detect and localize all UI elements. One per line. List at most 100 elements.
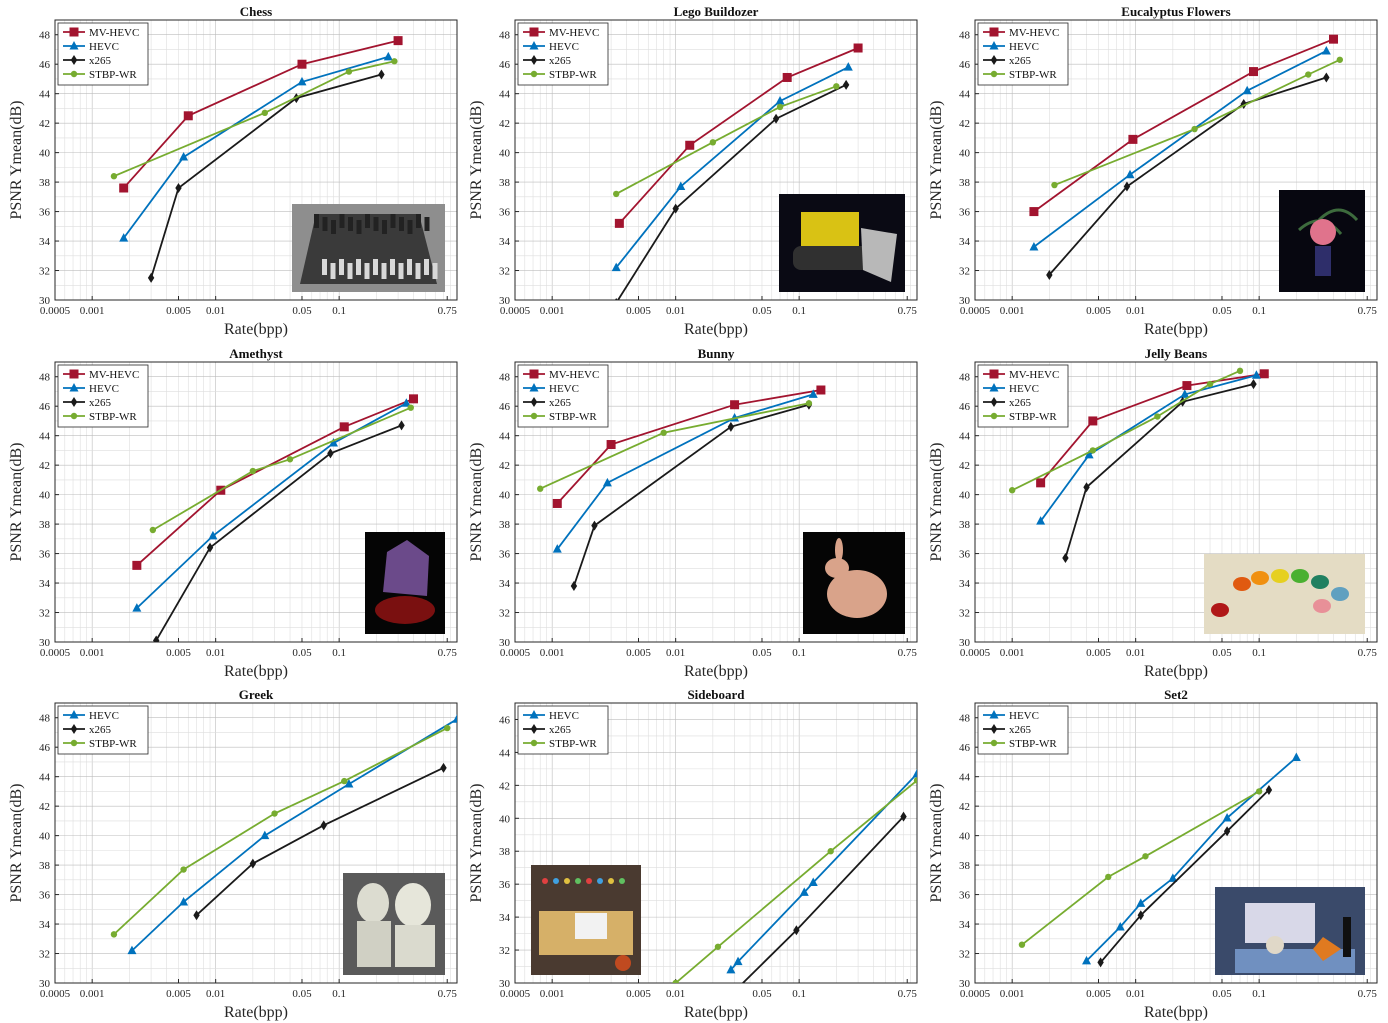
legend-marker-mv-hevc [530,28,539,37]
y-tick-label: 30 [959,295,971,307]
data-point-stbp-wr [262,110,268,116]
legend: MV-HEVCHEVCx265STBP-WR [58,365,148,427]
lego-bulldozer-photo [779,194,905,292]
data-point-mv-hevc [615,219,624,228]
data-point-mv-hevc [1128,135,1137,144]
data-point-mv-hevc [730,400,739,409]
legend-label-stbp-wr: STBP-WR [1009,411,1057,423]
x-tick-label: 0.05 [292,647,312,659]
y-tick-label: 48 [959,372,971,384]
chart-title: Set2 [1164,687,1188,702]
legend-label-mv-hevc: MV-HEVC [549,27,599,39]
x-axis-label: Rate(bpp) [1144,321,1208,338]
x-tick-label: 0.05 [292,988,312,1000]
x-tick-label: 0.001 [540,305,565,317]
x-tick-label: 0.75 [898,647,918,659]
chart-jelly-beans: 0.0005 0.001 0.005 0.01 0.05 0.1 0.75303234363… [928,346,1377,680]
chart-amethyst: 0.0005 0.001 0.005 0.01 0.05 0.1 0.75303234363… [8,346,457,680]
chart-sideboard: 0.0005 0.001 0.005 0.01 0.05 0.1 0.75303234363… [468,687,922,1021]
x-tick-label: 0.1 [332,647,346,659]
y-axis-label: PSNR Ymean(dB) [8,784,25,903]
y-tick-label: 34 [959,919,971,931]
data-point-stbp-wr [613,191,619,197]
y-tick-label: 36 [499,207,511,219]
legend-label-x265: x265 [89,55,112,67]
data-point-mv-hevc [1029,207,1038,216]
x-axis-label: Rate(bpp) [1144,1004,1208,1021]
x-tick-label: 0.005 [1086,647,1111,659]
chess-piece [365,263,370,279]
y-axis-label: PSNR Ymean(dB) [468,101,485,220]
chart-eucalyptus-flowers: 0.0005 0.001 0.005 0.01 0.05 0.1 0.75303234363… [928,4,1377,338]
y-tick-label: 32 [959,266,970,278]
set2-still-life-photo [1215,887,1365,975]
legend-label-stbp-wr: STBP-WR [89,738,137,750]
y-axis-label: PSNR Ymean(dB) [8,101,25,220]
y-tick-label: 38 [499,846,511,858]
data-point-mv-hevc [685,141,694,150]
x-tick-label: 0.05 [1212,988,1232,1000]
data-point-x265 [731,986,737,996]
jelly-bean [1311,575,1329,589]
legend-marker-mv-hevc [70,370,79,379]
x-tick-label: 0.005 [166,988,191,1000]
data-point-stbp-wr [1090,447,1096,453]
x-tick-label: 0.75 [1358,647,1378,659]
x-tick-label: 0.01 [206,988,225,1000]
chart-title: Bunny [698,346,735,361]
chess-board-photo [292,204,445,292]
chart-chess: 0.0005 0.001 0.005 0.01 0.05 0.1 0.75303234363… [8,4,457,338]
x-tick-label: 0.1 [332,305,346,317]
legend: MV-HEVCHEVCx265STBP-WR [58,23,148,85]
legend-label-hevc: HEVC [549,383,579,395]
y-tick-label: 48 [499,372,511,384]
bunny-head [825,558,849,578]
data-point-stbp-wr [391,58,397,64]
y-tick-label: 46 [959,401,971,413]
y-tick-label: 38 [39,519,51,531]
data-point-mv-hevc [783,73,792,82]
x-tick-label: 0.001 [540,988,565,1000]
x-tick-label: 0.005 [626,988,651,1000]
x-tick-label: 0.1 [1252,647,1266,659]
data-point-stbp-wr [111,931,117,937]
chart-greek: 0.0005 0.001 0.005 0.01 0.05 0.1 0.75303234363… [8,687,462,1021]
y-tick-label: 38 [39,177,51,189]
x-axis-label: Rate(bpp) [224,663,288,680]
x-tick-label: 0.01 [1126,647,1145,659]
data-point-mv-hevc [394,36,403,45]
x-tick-label: 0.001 [80,988,105,1000]
y-tick-label: 40 [39,490,51,502]
y-tick-label: 32 [39,949,50,961]
y-tick-label: 34 [39,236,51,248]
data-point-mv-hevc [553,499,562,508]
data-point-stbp-wr [444,725,450,731]
x-tick-label: 0.1 [332,988,346,1000]
y-tick-label: 36 [39,549,51,561]
y-tick-label: 42 [39,460,50,472]
jelly-bean [1251,571,1269,585]
y-tick-label: 32 [499,945,510,957]
x-tick-label: 0.1 [792,305,806,317]
data-point-stbp-wr [341,778,347,784]
chess-piece [382,263,387,279]
x-tick-label: 0.005 [1086,305,1111,317]
y-tick-label: 38 [959,519,971,531]
y-tick-label: 34 [499,578,511,590]
data-point-stbp-wr [660,430,666,436]
data-point-mv-hevc [1088,416,1097,425]
legend-label-stbp-wr: STBP-WR [1009,738,1057,750]
data-point-mv-hevc [409,394,418,403]
y-tick-label: 40 [499,813,511,825]
y-tick-label: 46 [39,401,51,413]
data-point-mv-hevc [184,111,193,120]
greek-busts-photo [343,873,445,975]
legend-label-mv-hevc: MV-HEVC [89,27,139,39]
x-tick-label: 0.001 [80,305,105,317]
legend-label-x265: x265 [1009,397,1032,409]
hanging-ornament [597,878,603,884]
data-point-stbp-wr [271,810,277,816]
x-tick-label: 0.75 [438,305,458,317]
chess-piece [390,259,395,275]
y-tick-label: 32 [499,266,510,278]
